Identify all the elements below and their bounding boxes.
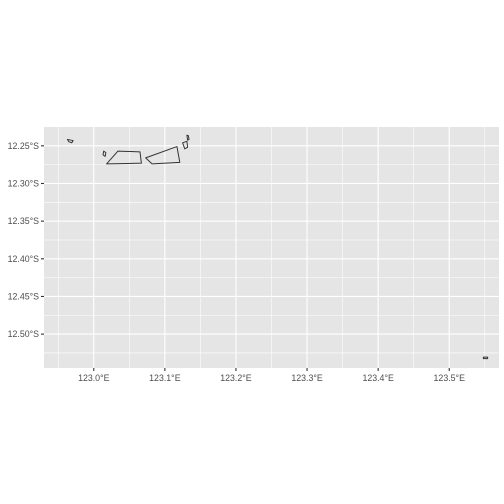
x-axis: 123.0°E 123.1°E 123.2°E 123.3°E 123.4°E 123.5…: [78, 368, 465, 383]
x-tick-label: 123.2°E: [220, 373, 252, 383]
x-tick-label: 123.1°E: [149, 373, 181, 383]
major-grid: [44, 127, 499, 368]
y-tick-label: 12.40°S: [8, 254, 40, 264]
island-islet-g: [482, 356, 489, 360]
y-tick-label: 12.25°S: [8, 141, 40, 151]
y-tick-label: 12.35°S: [8, 216, 40, 226]
y-tick-label: 12.30°S: [8, 178, 40, 188]
island-islet-c: [106, 150, 142, 165]
x-tick-label: 123.4°E: [362, 373, 394, 383]
island-islet-f: [186, 134, 190, 141]
landmass-layer: [66, 134, 489, 360]
island-islet-b: [102, 150, 107, 157]
y-tick-label: 12.50°S: [8, 329, 40, 339]
x-tick-label: 123.0°E: [78, 373, 110, 383]
island-islet-a: [66, 138, 74, 144]
y-tick-label: 12.45°S: [8, 291, 40, 301]
y-axis: 12.25°S 12.30°S 12.35°S 12.40°S 12.45°S 12.50…: [8, 141, 44, 339]
x-tick-label: 123.5°E: [434, 373, 466, 383]
minor-grid: [44, 127, 499, 368]
x-tick-label: 123.3°E: [291, 373, 323, 383]
island-islet-e: [182, 140, 189, 150]
island-islet-d: [145, 146, 181, 165]
